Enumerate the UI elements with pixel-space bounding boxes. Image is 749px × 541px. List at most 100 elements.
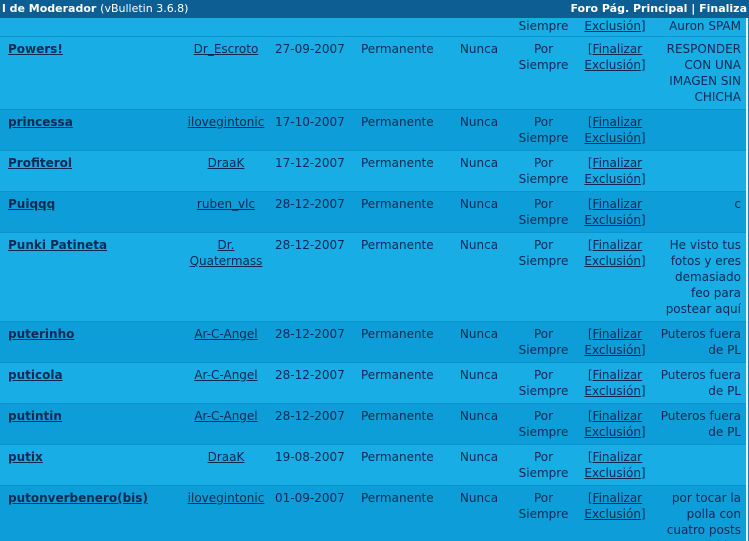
- lift-date: Nunca: [448, 150, 510, 192]
- date: 17-12-2007: [272, 150, 358, 192]
- banned-by[interactable]: Ar-C-Angel: [180, 321, 272, 363]
- lift-link[interactable]: [Finalizar Exclusión]: [577, 362, 653, 404]
- date: 28-12-2007: [272, 362, 358, 404]
- duration: Permanente: [358, 36, 448, 110]
- duration: Permanente: [358, 232, 448, 322]
- banned-by[interactable]: ruben_vlc: [180, 191, 272, 233]
- table-row: princessa ilovegintonic 17-10-2007 Permanen…: [0, 109, 746, 151]
- table-row: Punki Patineta Dr. Quatermass 28-12-2007 Pe…: [0, 232, 746, 322]
- time-left: Por Siempre: [510, 232, 577, 322]
- status-cell: Siempre: [510, 18, 577, 37]
- banned-by[interactable]: ilovegintonic: [180, 109, 272, 151]
- lift-date: Nunca: [448, 321, 510, 363]
- banned-by[interactable]: Dr. Quatermass: [180, 232, 272, 322]
- table-wrap: Siempre Exclusión] Auron SPAM Powers! Dr_Esc…: [0, 18, 748, 541]
- lift-link[interactable]: [Finalizar Exclusión]: [577, 109, 653, 151]
- duration: Permanente: [358, 485, 448, 541]
- version: (vBulletin 3.6.8): [100, 2, 189, 15]
- table-row: putonverbenero(bis) ilovegintonic 01-09-20…: [0, 485, 746, 541]
- username[interactable]: puterinho: [0, 321, 180, 363]
- lift-link[interactable]: [Finalizar Exclusión]: [577, 444, 653, 486]
- header-links[interactable]: Foro Pág. Principal | Finaliza: [570, 2, 747, 15]
- username[interactable]: putonverbenero(bis): [0, 485, 180, 541]
- lift-link[interactable]: [Finalizar Exclusión]: [577, 232, 653, 322]
- table-row: putix DraaK 19-08-2007 Permanente Nunca Por S…: [0, 444, 746, 486]
- username[interactable]: puticola: [0, 362, 180, 404]
- banned-by[interactable]: Ar-C-Angel: [180, 362, 272, 404]
- banned-by[interactable]: DraaK: [180, 150, 272, 192]
- username[interactable]: Powers!: [0, 36, 180, 110]
- reason-cell: Auron SPAM: [653, 18, 746, 37]
- lift-link[interactable]: Exclusión]: [577, 18, 653, 37]
- lift-link[interactable]: [Finalizar Exclusión]: [577, 403, 653, 445]
- table-row: Siempre Exclusión] Auron SPAM: [0, 18, 746, 37]
- duration: Permanente: [358, 321, 448, 363]
- banned-by[interactable]: Ar-C-Angel: [180, 403, 272, 445]
- time-left: Por Siempre: [510, 191, 577, 233]
- reason: Puteros fuera de PL: [653, 362, 746, 404]
- time-left: Por Siempre: [510, 362, 577, 404]
- table-row: Powers! Dr_Escroto 27-09-2007 Permanente Nun…: [0, 36, 746, 110]
- cell: [0, 18, 180, 37]
- time-left: Por Siempre: [510, 444, 577, 486]
- banned-by[interactable]: ilovegintonic: [180, 485, 272, 541]
- duration: Permanente: [358, 109, 448, 151]
- table-row: puticola Ar-C-Angel 28-12-2007 Permanente Nu…: [0, 362, 746, 404]
- date: 01-09-2007: [272, 485, 358, 541]
- reason: Puteros fuera de PL: [653, 403, 746, 445]
- lift-link[interactable]: [Finalizar Exclusión]: [577, 321, 653, 363]
- header-title: l de Moderador (vBulletin 3.6.8): [2, 0, 188, 18]
- duration: Permanente: [358, 191, 448, 233]
- table-row: Puiqqq ruben_vlc 28-12-2007 Permanente Nunca…: [0, 191, 746, 233]
- duration: Permanente: [358, 362, 448, 404]
- lift-date: Nunca: [448, 36, 510, 110]
- banned-by[interactable]: DraaK: [180, 444, 272, 486]
- username[interactable]: putix: [0, 444, 180, 486]
- lift-date: Nunca: [448, 191, 510, 233]
- duration: Permanente: [358, 403, 448, 445]
- lift-date: Nunca: [448, 109, 510, 151]
- username[interactable]: Punki Patineta: [0, 232, 180, 322]
- reason: [653, 109, 746, 151]
- date: 17-10-2007: [272, 109, 358, 151]
- username[interactable]: Profiterol: [0, 150, 180, 192]
- date: 28-12-2007: [272, 232, 358, 322]
- lift-date: Nunca: [448, 485, 510, 541]
- banned-by[interactable]: Dr_Escroto: [180, 36, 272, 110]
- duration: Permanente: [358, 444, 448, 486]
- reason: c: [653, 191, 746, 233]
- date: 19-08-2007: [272, 444, 358, 486]
- reason: Puteros fuera de PL: [653, 321, 746, 363]
- time-left: Por Siempre: [510, 36, 577, 110]
- lift-date: Nunca: [448, 232, 510, 322]
- time-left: Por Siempre: [510, 150, 577, 192]
- lift-link[interactable]: [Finalizar Exclusión]: [577, 150, 653, 192]
- lift-link[interactable]: [Finalizar Exclusión]: [577, 36, 653, 110]
- time-left: Por Siempre: [510, 485, 577, 541]
- cell: [272, 18, 358, 37]
- lift-date: Nunca: [448, 362, 510, 404]
- table-row: putintin Ar-C-Angel 28-12-2007 Permanente Nu…: [0, 403, 746, 445]
- username[interactable]: Puiqqq: [0, 191, 180, 233]
- ban-table: Siempre Exclusión] Auron SPAM Powers! Dr_Esc…: [0, 18, 746, 541]
- date: 28-12-2007: [272, 191, 358, 233]
- cell: [358, 18, 448, 37]
- lift-link[interactable]: [Finalizar Exclusión]: [577, 191, 653, 233]
- time-left: Por Siempre: [510, 109, 577, 151]
- lift-link[interactable]: [Finalizar Exclusión]: [577, 485, 653, 541]
- duration: Permanente: [358, 150, 448, 192]
- username[interactable]: princessa: [0, 109, 180, 151]
- username[interactable]: putintin: [0, 403, 180, 445]
- header-bar: l de Moderador (vBulletin 3.6.8) Foro Pá…: [0, 0, 749, 18]
- reason: RESPONDER CON UNA IMAGEN SIN CHICHA: [653, 36, 746, 110]
- table-row: puterinho Ar-C-Angel 28-12-2007 Permanente N…: [0, 321, 746, 363]
- lift-date: Nunca: [448, 403, 510, 445]
- table-row: Profiterol DraaK 17-12-2007 Permanente Nunca…: [0, 150, 746, 192]
- date: 27-09-2007: [272, 36, 358, 110]
- cell: [180, 18, 272, 37]
- date: 28-12-2007: [272, 403, 358, 445]
- time-left: Por Siempre: [510, 403, 577, 445]
- time-left: Por Siempre: [510, 321, 577, 363]
- reason: He visto tus fotos y eres demasiado feo …: [653, 232, 746, 322]
